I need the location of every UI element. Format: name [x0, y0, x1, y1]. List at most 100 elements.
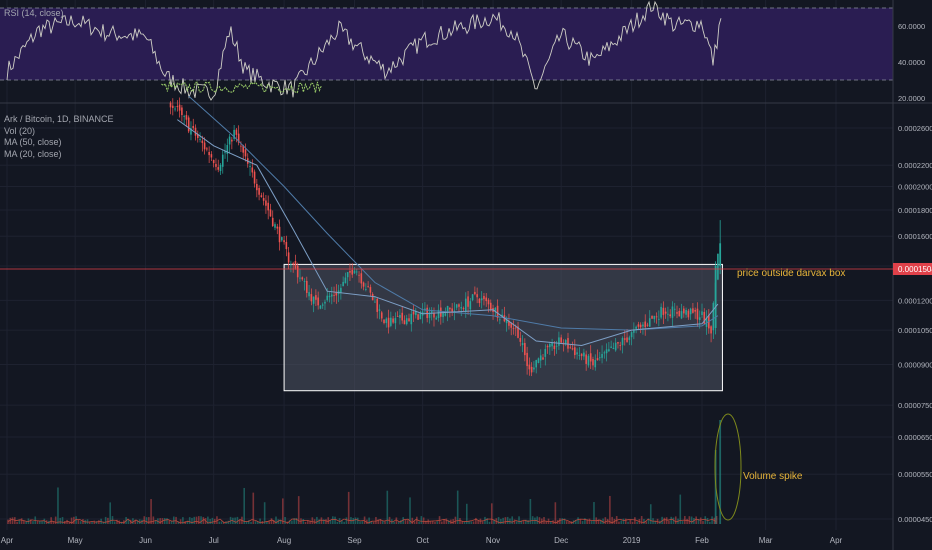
volume-bar — [186, 520, 189, 524]
volume-bar — [43, 518, 46, 524]
volume-bar — [588, 518, 591, 524]
volume-bar — [704, 516, 707, 524]
volume-bar — [166, 518, 168, 524]
volume-bar — [129, 519, 132, 524]
candle-body — [210, 154, 213, 158]
candle-body — [676, 312, 678, 314]
volume-bar — [245, 521, 248, 524]
candle-body — [499, 319, 501, 321]
volume-bar — [420, 516, 423, 524]
candle-body — [235, 129, 238, 135]
candle-body — [685, 310, 687, 315]
price-tick-label: 0.0000900 — [898, 360, 932, 369]
volume-bar — [581, 521, 584, 524]
candle-body — [467, 296, 469, 307]
volume-bar — [463, 521, 466, 524]
candle-body — [417, 314, 419, 320]
candle-body — [639, 324, 642, 328]
candle-body — [655, 316, 658, 318]
volume-bar — [545, 520, 548, 524]
candle-body — [444, 313, 447, 316]
candle-body — [512, 328, 515, 330]
volume-bar — [679, 494, 682, 524]
candle-body — [555, 345, 558, 347]
candle-body — [667, 313, 669, 315]
volume-bar — [98, 520, 100, 524]
volume-bar — [220, 521, 223, 524]
volume-bar — [36, 520, 39, 524]
candle-body — [474, 291, 476, 295]
candle-body — [719, 243, 722, 266]
volume-bar — [536, 516, 538, 524]
candle-body — [533, 367, 535, 370]
candle-body — [319, 305, 322, 309]
candle-body — [574, 347, 576, 356]
volume-bar — [681, 520, 684, 524]
candle-body — [315, 295, 317, 300]
candle-body — [344, 277, 347, 284]
candle-body — [687, 310, 690, 318]
candle-body — [703, 311, 706, 324]
candle-body — [172, 105, 174, 108]
volume-bar — [645, 521, 648, 524]
volume-bar — [272, 520, 275, 524]
candle-body — [262, 197, 265, 201]
candle-body — [283, 240, 285, 243]
candle-body — [669, 314, 671, 317]
volume-bar — [331, 516, 334, 524]
candle-body — [306, 280, 308, 293]
candle-body — [224, 151, 226, 153]
candle-body — [308, 292, 310, 297]
volume-bar — [209, 518, 211, 524]
candle-body — [648, 318, 651, 327]
time-tick-label: Feb — [695, 536, 709, 545]
price-tick-label: 0.0000750 — [898, 401, 932, 410]
volume-bar — [345, 517, 348, 524]
volume-bar — [441, 521, 443, 524]
candle-body — [446, 305, 449, 313]
volume-bar — [634, 517, 636, 524]
candle-body — [521, 343, 524, 346]
volume-bar — [225, 521, 227, 524]
time-tick-label: Mar — [759, 536, 773, 545]
candle-body — [642, 324, 644, 327]
candle-body — [349, 270, 351, 273]
candle-body — [526, 352, 528, 367]
volume-bar — [227, 520, 230, 524]
volume-bar — [472, 521, 475, 524]
volume-bar — [511, 516, 514, 524]
rsi-axis: 60.0000 40.0000 20.0000 — [898, 22, 925, 103]
candle-body — [387, 317, 390, 328]
volume-bar — [307, 520, 309, 524]
candle-body — [480, 298, 483, 301]
candle-body — [360, 273, 363, 284]
candle-body — [569, 347, 572, 349]
volume-bar — [434, 521, 436, 524]
volume-bar — [468, 521, 470, 524]
candle-body — [662, 307, 665, 315]
volume-bar — [506, 516, 509, 524]
candle-body — [651, 315, 653, 319]
volume-bar — [322, 519, 325, 524]
candle-body — [508, 321, 510, 326]
volume-bar — [393, 521, 395, 524]
candle-body — [430, 310, 433, 313]
volume-bar — [368, 517, 370, 524]
candle-body — [217, 167, 220, 170]
volume-bar — [518, 516, 520, 524]
volume-bar — [163, 517, 166, 524]
candle-body — [201, 140, 204, 143]
volume-bar — [302, 518, 305, 524]
volume-bar — [481, 521, 484, 524]
volume-bar — [586, 519, 588, 524]
volume-bar — [52, 521, 55, 524]
candle-body — [390, 317, 392, 326]
candle-body — [365, 289, 367, 290]
candle-body — [292, 263, 294, 265]
candle-body — [440, 307, 442, 317]
candle-body — [496, 305, 499, 318]
volume-bar — [50, 517, 52, 524]
volume-bar — [370, 521, 373, 524]
time-tick-label: Jun — [139, 536, 152, 545]
candle-body — [212, 159, 215, 164]
